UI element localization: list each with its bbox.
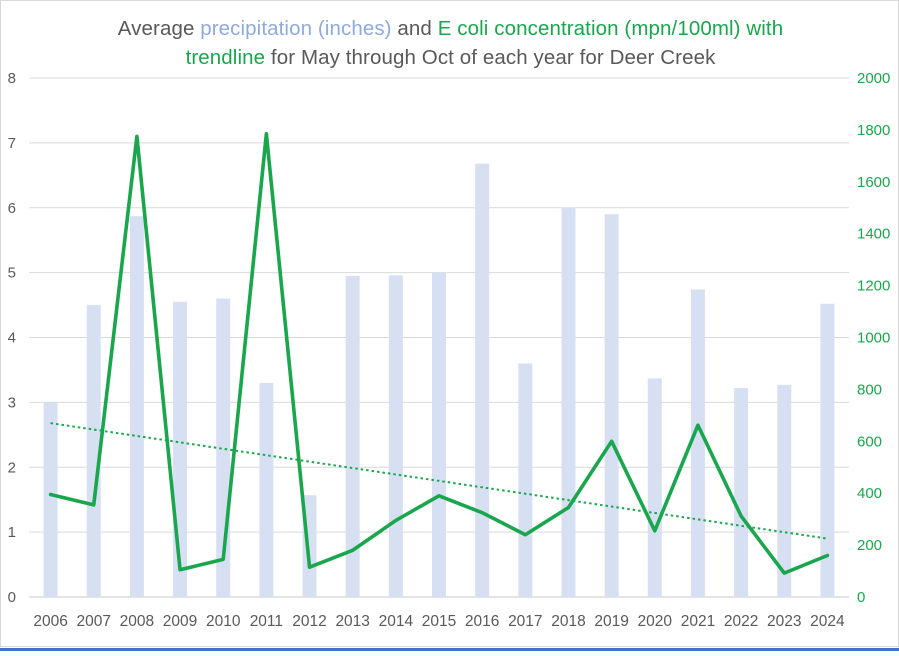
ecoli-trendline [50, 422, 828, 540]
precipitation-bar-2014 [388, 275, 403, 597]
left-axis-tick-label: 1 [8, 524, 16, 541]
title-precipitation-series-label: precipitation (inches) [200, 17, 392, 40]
right-axis-tick-label: 1800 [857, 122, 890, 139]
precipitation-bar-2016 [475, 163, 490, 597]
x-axis-year-label: 2021 [681, 613, 715, 630]
x-axis-year-label: 2013 [335, 613, 369, 630]
precipitation-bar-2015 [432, 272, 446, 597]
precipitation-bar-2006 [43, 402, 58, 597]
x-axis-year-label: 2008 [120, 613, 154, 630]
ecoli-concentration-line [48, 131, 830, 575]
precipitation-bar-2018 [561, 207, 576, 597]
x-axis-year-label: 2020 [638, 613, 673, 630]
precipitation-bar-2021 [690, 289, 705, 597]
precipitation-bar-2023 [777, 384, 792, 597]
precipitation-bar-2022 [734, 388, 749, 597]
x-axis-year-label: 2011 [250, 613, 283, 630]
x-axis-year-label: 2016 [465, 613, 499, 630]
right-axis-tick-label: 600 [857, 433, 882, 450]
left-axis-tick-label: 0 [8, 589, 16, 606]
precipitation-bar-2013 [345, 275, 360, 597]
left-axis-tick-label: 2 [8, 459, 16, 476]
precipitation-bar-2011 [259, 382, 274, 597]
x-axis-year-label: 2014 [379, 613, 414, 630]
right-axis-tick-label: 1000 [857, 330, 890, 347]
precipitation-bar-2020 [647, 378, 662, 597]
chart-title-line-1: Average precipitation (inches) and E col… [1, 14, 899, 43]
title-text-average: Average [117, 17, 201, 40]
left-axis-tick-label: 6 [8, 200, 16, 217]
title-ecoli-series-label: E coli concentration (mpn/100ml) with [437, 17, 784, 40]
x-axis-year-label: 2010 [206, 613, 241, 630]
precipitation-bar-2019 [604, 214, 619, 598]
x-axis-year-label: 2007 [76, 613, 110, 630]
x-axis-year-label: 2018 [551, 613, 585, 630]
precipitation-bar-2008 [129, 216, 144, 597]
right-axis-tick-label: 2000 [857, 70, 890, 87]
precipitation-bar-2007 [86, 305, 101, 597]
left-axis-tick-label: 8 [8, 70, 16, 87]
x-axis-year-label: 2015 [422, 613, 456, 630]
x-axis-year-label: 2009 [163, 613, 197, 630]
title-trendline-label: trendline [185, 46, 266, 69]
precipitation-bar-2024 [820, 303, 835, 597]
left-axis-tick-label: 4 [8, 330, 16, 347]
left-axis-tick-label: 3 [8, 394, 16, 411]
title-text-and: and [391, 17, 438, 40]
right-axis-tick-label: 1400 [857, 226, 890, 243]
left-axis-tick-label: 5 [8, 265, 16, 282]
window-bottom-edge [0, 648, 899, 651]
precipitation-bar-2017 [518, 363, 533, 597]
precipitation-bars-group [43, 163, 835, 598]
chart-title: Average precipitation (inches) and E col… [1, 14, 899, 72]
x-axis-year-label: 2006 [33, 613, 67, 630]
x-axis-year-label: 2022 [724, 613, 758, 630]
x-axis-year-label: 2024 [810, 613, 845, 630]
right-axis-tick-label: 400 [857, 485, 882, 502]
x-axis-year-label: 2023 [767, 613, 801, 630]
right-axis-tick-label: 1200 [857, 278, 890, 295]
right-axis-tick-label: 200 [857, 537, 882, 554]
right-axis-tick-label: 0 [857, 589, 865, 606]
x-axis-year-label: 2012 [292, 613, 326, 630]
x-axis-year-label: 2019 [594, 613, 628, 630]
x-axis-year-label: 2017 [508, 613, 542, 630]
right-axis-tick-label: 1600 [857, 174, 890, 191]
left-axis-tick-label: 7 [8, 135, 16, 152]
chart-title-line-2: trendline for May through Oct of each ye… [1, 43, 899, 72]
title-text-rest: for May through Oct of each year for Dee… [265, 46, 716, 69]
right-axis-tick-label: 800 [857, 381, 882, 398]
